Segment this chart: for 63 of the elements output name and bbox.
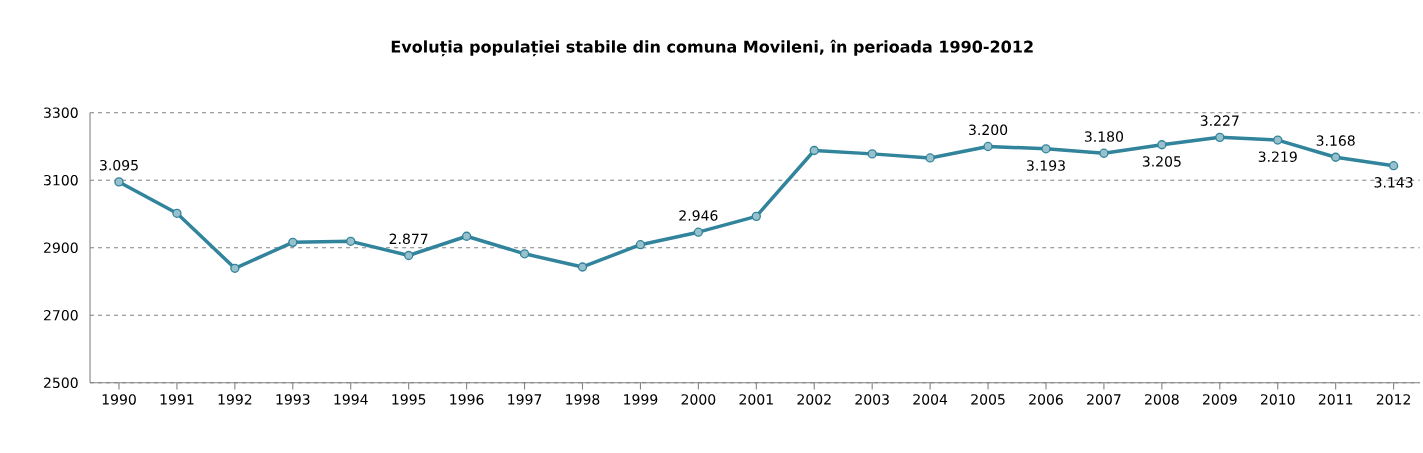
x-tick-label: 1999 (624, 393, 658, 405)
x-tick-label: 2011 (1318, 393, 1353, 405)
x-tick-label: 2012 (1376, 393, 1411, 405)
point (809, 145, 819, 155)
y-tick-label: 2700 (44, 309, 78, 321)
point (867, 148, 877, 159)
x-tick-label: 2000 (681, 393, 716, 405)
x-tick-label: 1990 (102, 393, 136, 405)
data-label: 3.219 (1258, 151, 1297, 162)
x-tick-label: 2008 (1145, 393, 1179, 405)
point (288, 237, 298, 247)
chart-title: Evoluția populației stabile din comuna Movileni, în perioada 1990-2012 (391, 39, 1033, 57)
point (1388, 160, 1399, 171)
x-tick-label: 1998 (566, 393, 600, 405)
x-tick-label: 1992 (218, 393, 252, 405)
y-tick-label: 3300 (44, 107, 78, 118)
x-tick-label: 2010 (1260, 393, 1295, 405)
x-tick-label: 1996 (450, 393, 484, 405)
point (983, 141, 993, 151)
x-tick-label: 2004 (913, 393, 948, 405)
data-label: 3.200 (969, 124, 1008, 135)
x-tick-label: 1995 (392, 393, 426, 405)
point (925, 153, 935, 163)
x-tick-label: 2009 (1203, 393, 1237, 405)
point (172, 208, 182, 218)
point (1099, 148, 1109, 158)
x-tick-label: 2003 (855, 393, 889, 405)
y-tick-label: 3100 (44, 174, 78, 186)
point (346, 236, 356, 246)
point (1215, 132, 1225, 142)
point (114, 177, 124, 187)
data-label: 3.180 (1084, 131, 1124, 142)
x-tick-label: 1991 (160, 393, 194, 405)
point (577, 262, 588, 272)
point (635, 239, 646, 250)
point (1273, 135, 1283, 145)
point (1157, 139, 1167, 150)
data-label: 3.227 (1200, 115, 1239, 126)
point (461, 231, 472, 241)
data-label: 3.168 (1316, 135, 1355, 146)
x-tick-label: 2005 (971, 393, 1005, 405)
point (693, 227, 704, 237)
point (230, 263, 240, 273)
data-label: 3.205 (1142, 155, 1181, 167)
data-label: 2.877 (389, 233, 428, 244)
data-label: 3.095 (100, 159, 138, 171)
point (1041, 143, 1051, 154)
x-tick-label: 1993 (276, 393, 310, 405)
point (519, 248, 530, 259)
x-tick-label: 2001 (739, 393, 773, 405)
x-tick-label: 2007 (1087, 393, 1121, 405)
x-tick-label: 1997 (508, 393, 542, 405)
x-tick-label: 2002 (797, 393, 831, 405)
y-tick-label: 2500 (44, 377, 78, 388)
y-tick-label: 2900 (44, 242, 78, 253)
point (1331, 152, 1341, 162)
x-tick-label: 1994 (334, 393, 368, 405)
point (751, 211, 761, 221)
data-label: 3.143 (1374, 176, 1413, 188)
point (404, 250, 414, 260)
x-tick-label: 2006 (1029, 393, 1063, 405)
data-label: 2.946 (679, 210, 718, 221)
data-label: 3.193 (1027, 159, 1065, 171)
